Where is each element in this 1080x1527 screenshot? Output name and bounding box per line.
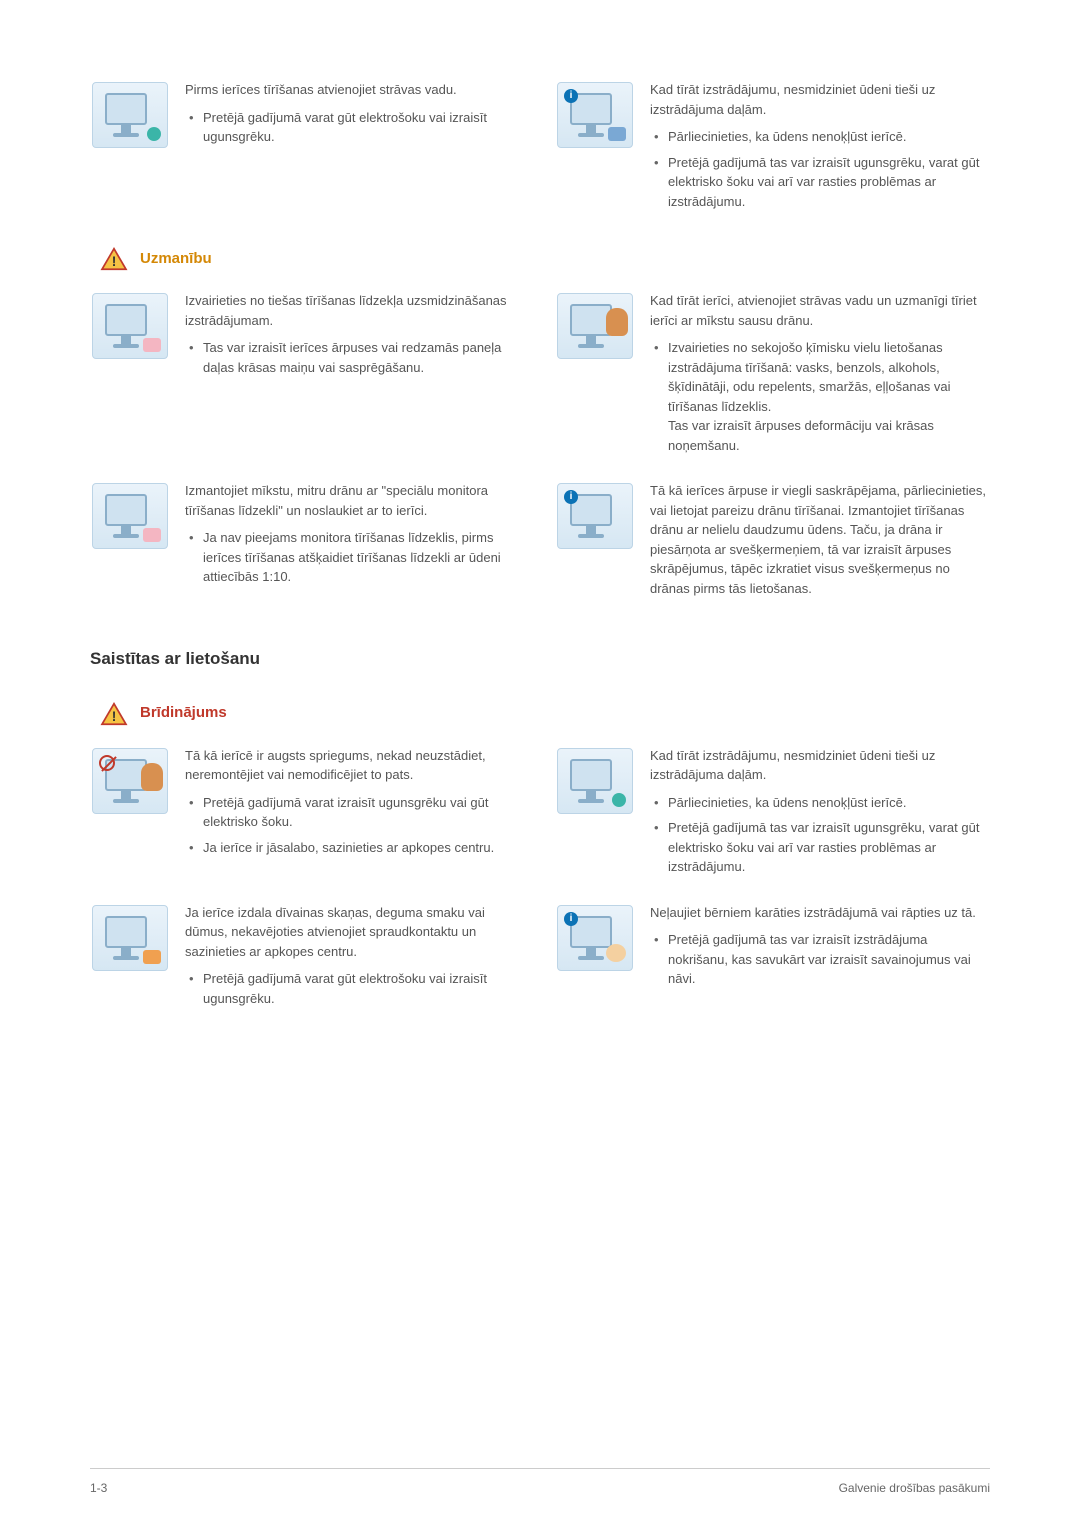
safety-illustration (557, 293, 633, 359)
safety-item: Izvairieties no tiešas tīrīšanas līdzekļ… (90, 291, 525, 461)
safety-item: Kad tīrāt ierīci, atvienojiet strāvas va… (555, 291, 990, 461)
bullet-text: Tas var izraisīt ierīces ārpuses vai red… (203, 338, 525, 377)
safety-item: Izmantojiet mīkstu, mitru drānu ar "spec… (90, 481, 525, 606)
safety-item: Ja ierīce izdala dīvainas skaņas, deguma… (90, 903, 525, 1015)
warning-label: Brīdinājums (140, 702, 227, 725)
warning-triangle-icon: ! (100, 702, 128, 726)
safety-item: Tā kā ierīcē ir augsts spriegums, nekad … (90, 746, 525, 883)
bullet-text: Pretējā gadījumā tas var izraisīt ugunsg… (668, 153, 990, 212)
bullet-text: Pretējā gadījumā varat izraisīt ugunsgrē… (203, 793, 525, 832)
caution-badge: ! Uzmanību (90, 247, 990, 271)
item-main-text: Tā kā ierīces ārpuse ir viegli saskrāpēj… (650, 481, 990, 598)
bullet-text: Pārliecinieties, ka ūdens nenoķļūst ierī… (668, 127, 990, 147)
section-heading-usage: Saistītas ar lietošanu (90, 646, 990, 672)
warning-badge: ! Brīdinājums (90, 702, 990, 726)
footer-title: Galvenie drošības pasākumi (839, 1479, 990, 1497)
item-main-text: Ja ierīce izdala dīvainas skaņas, deguma… (185, 903, 525, 962)
safety-illustration (92, 905, 168, 971)
safety-item: i Neļaujiet bērniem karāties izstrādājum… (555, 903, 990, 1015)
bullet-text: Pretējā gadījumā tas var izraisīt izstrā… (668, 930, 990, 989)
warning-triangle-icon: ! (100, 247, 128, 271)
item-main-text: Izvairieties no tiešas tīrīšanas līdzekļ… (185, 291, 525, 330)
caution-label: Uzmanību (140, 248, 212, 271)
bullet-text: Pretējā gadījumā varat gūt elektrošoku v… (203, 969, 525, 1008)
item-main-text: Neļaujiet bērniem karāties izstrādājumā … (650, 903, 990, 923)
item-main-text: Izmantojiet mīkstu, mitru drānu ar "spec… (185, 481, 525, 520)
safety-illustration: i (557, 483, 633, 549)
page-footer: 1-3 Galvenie drošības pasākumi (90, 1468, 990, 1497)
safety-illustration: i (557, 905, 633, 971)
safety-illustration (92, 293, 168, 359)
item-main-text: Tā kā ierīcē ir augsts spriegums, nekad … (185, 746, 525, 785)
item-main-text: Kad tīrāt ierīci, atvienojiet strāvas va… (650, 291, 990, 330)
bullet-text: Ja nav pieejams monitora tīrīšanas līdze… (203, 528, 525, 587)
svg-text:!: ! (112, 254, 117, 269)
safety-item: Kad tīrāt izstrādājumu, nesmidziniet ūde… (555, 746, 990, 883)
item-main-text: Pirms ierīces tīrīšanas atvienojiet strā… (185, 80, 525, 100)
safety-illustration (92, 483, 168, 549)
bullet-text: Pārliecinieties, ka ūdens nenoķļūst ierī… (668, 793, 990, 813)
safety-illustration (557, 748, 633, 814)
page-number: 1-3 (90, 1479, 107, 1497)
bullet-text: Pretējā gadījumā varat gūt elektrošoku v… (203, 108, 525, 147)
safety-illustration: i (557, 82, 633, 148)
safety-item: i Tā kā ierīces ārpuse ir viegli saskrāp… (555, 481, 990, 606)
bullet-text: Pretējā gadījumā tas var izraisīt ugunsg… (668, 818, 990, 877)
safety-illustration (92, 82, 168, 148)
safety-item: Pirms ierīces tīrīšanas atvienojiet strā… (90, 80, 525, 217)
safety-item: i Kad tīrāt izstrādājumu, nesmidziniet ū… (555, 80, 990, 217)
bullet-text: Ja ierīce ir jāsalabo, sazinieties ar ap… (203, 838, 525, 858)
item-main-text: Kad tīrāt izstrādājumu, nesmidziniet ūde… (650, 80, 990, 119)
safety-illustration (92, 748, 168, 814)
bullet-text: Izvairieties no sekojošo ķīmisku vielu l… (668, 338, 990, 455)
item-main-text: Kad tīrāt izstrādājumu, nesmidziniet ūde… (650, 746, 990, 785)
svg-text:!: ! (112, 708, 117, 723)
